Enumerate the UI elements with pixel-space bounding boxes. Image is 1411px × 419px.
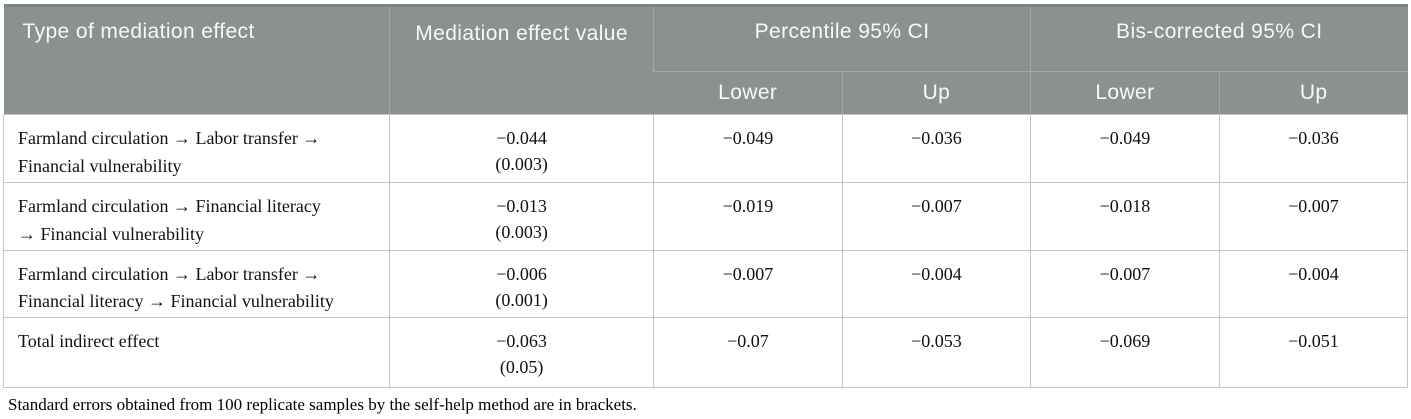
table-footnote: Standard errors obtained from 100 replic… (8, 395, 637, 415)
mediation-effect-value-cell: −0.006 (0.001) (389, 249, 655, 319)
bis-up-value: −0.051 (1218, 317, 1409, 389)
percentile-up-value: −0.004 (841, 249, 1032, 319)
effect-value: −0.044 (496, 128, 547, 148)
bis-up-value: −0.004 (1218, 249, 1409, 319)
standard-error: (0.05) (499, 357, 544, 378)
percentile-lower-value: −0.07 (653, 317, 843, 389)
percentile-lower-value: −0.019 (653, 181, 843, 251)
table-row: Farmland circulation → Labor transfer → … (2, 114, 1409, 183)
mediation-effect-value-cell: −0.063 (0.05) (389, 317, 655, 389)
table-row: Farmland circulation → Labor transfer → … (2, 249, 1409, 319)
standard-error: (0.003) (495, 154, 548, 175)
bis-lower-value: −0.069 (1030, 317, 1220, 389)
bis-lower-value: −0.007 (1030, 249, 1220, 319)
header-bis-up: Up (1218, 71, 1408, 115)
percentile-lower-value: −0.007 (653, 249, 843, 319)
effect-value: −0.063 (496, 331, 547, 352)
mediation-path-label: Total indirect effect (2, 317, 391, 389)
percentile-up-value: −0.036 (841, 114, 1032, 183)
bis-up-value: −0.007 (1218, 181, 1409, 251)
standard-error: (0.001) (495, 289, 548, 310)
percentile-up-value: −0.053 (841, 317, 1032, 389)
mediation-effect-value-cell: −0.013 (0.003) (389, 181, 655, 251)
header-percentile-up: Up (841, 71, 1031, 115)
header-mediation-effect-value: Mediation effect value (389, 4, 654, 115)
header-type-of-mediation-effect: Type of mediation effect (3, 4, 390, 115)
table-row: Farmland circulation → Financial literac… (2, 181, 1409, 251)
standard-error: (0.003) (495, 221, 548, 242)
table-header: Type of mediation effect Mediation effec… (3, 4, 1408, 115)
mediation-effect-table: Type of mediation effect Mediation effec… (2, 4, 1409, 389)
mediation-path-label: Farmland circulation → Financial literac… (2, 181, 391, 251)
table-row: Total indirect effect −0.063 (0.05) −0.0… (2, 317, 1409, 389)
percentile-up-value: −0.007 (841, 181, 1032, 251)
percentile-lower-value: −0.049 (653, 114, 843, 183)
bis-up-value: −0.036 (1218, 114, 1409, 183)
header-percentile-95-ci: Percentile 95% CI (653, 4, 1031, 72)
mediation-path-label: Farmland circulation → Labor transfer → … (2, 249, 391, 319)
mediation-path-label: Farmland circulation → Labor transfer → … (2, 114, 391, 183)
header-bis-corrected-95-ci: Bis-corrected 95% CI (1030, 4, 1408, 72)
bis-lower-value: −0.049 (1030, 114, 1220, 183)
header-bis-lower: Lower (1030, 71, 1220, 115)
table-body: Farmland circulation → Labor transfer → … (2, 114, 1409, 389)
bis-lower-value: −0.018 (1030, 181, 1220, 251)
header-percentile-lower: Lower (653, 71, 843, 115)
effect-value: −0.006 (496, 263, 547, 284)
mediation-effect-value-cell: −0.044 (0.003) (389, 114, 655, 183)
effect-value: −0.013 (496, 195, 547, 216)
